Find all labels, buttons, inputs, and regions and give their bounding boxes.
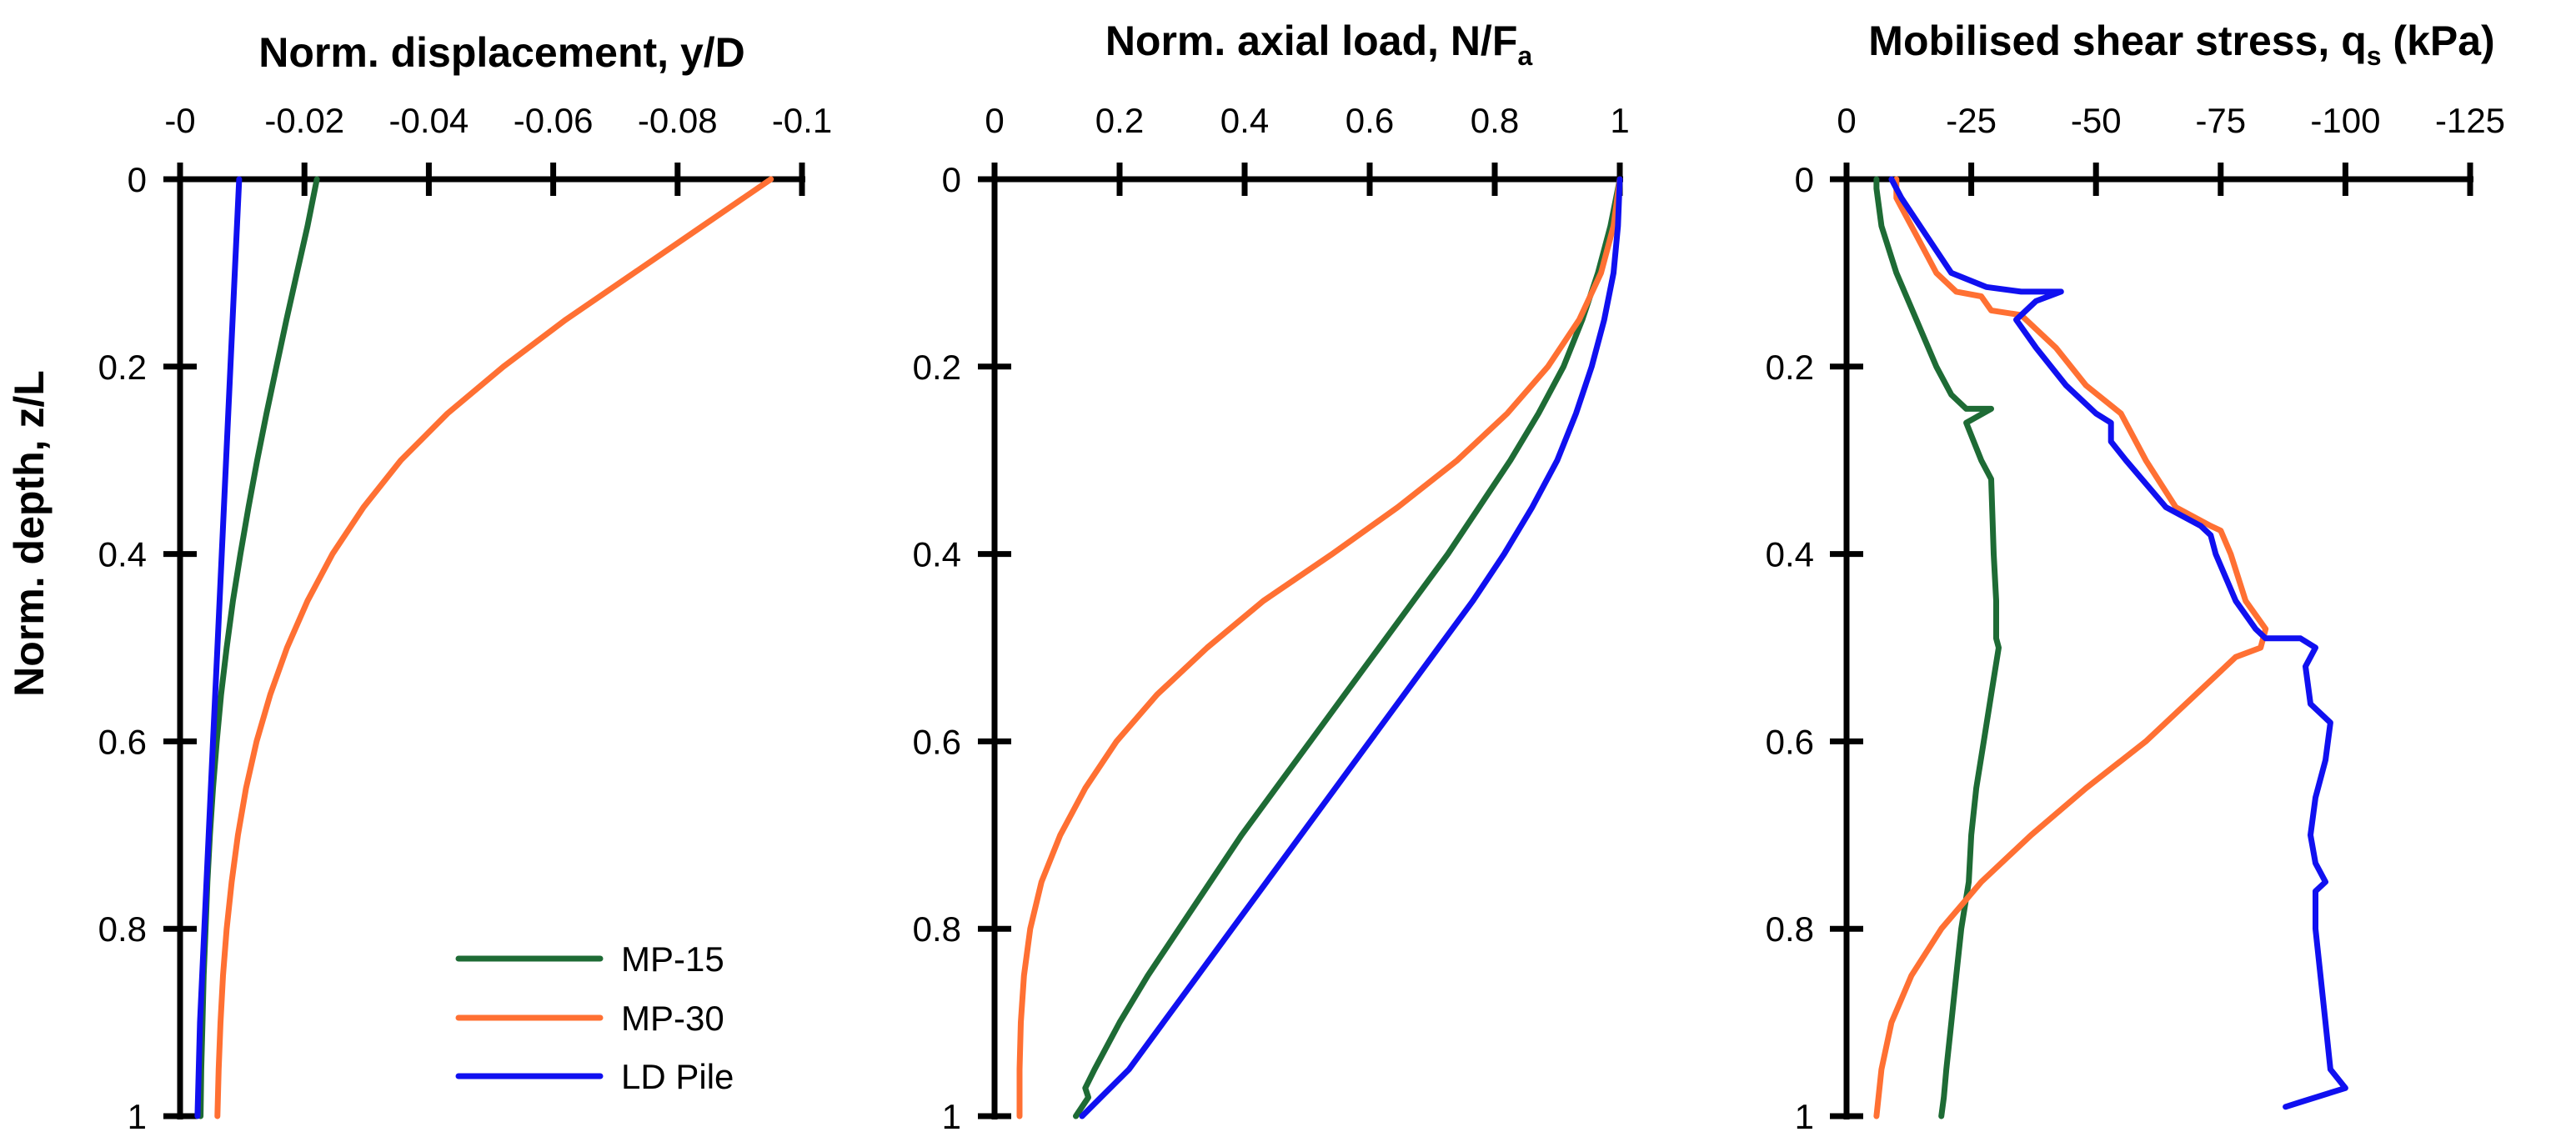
y-tick-label: 0.6 (1766, 722, 1814, 761)
y-tick-label: 0.4 (913, 535, 961, 574)
y-tick-label: 0 (128, 160, 147, 199)
x-tick-label: 1 (1610, 101, 1629, 140)
panel-3-title-suffix: (kPa) (2382, 18, 2495, 64)
x-tick-label: 0 (985, 101, 1004, 140)
y-tick-label: 0.8 (913, 909, 961, 949)
series-line-mp-30 (214, 176, 774, 1119)
panel-displacement: -0 -0.02 -0.04 -0.06 -0.08 -0.1 0 0.2 0.4 0.6 0.8 1 (98, 101, 833, 1136)
series-line-mp-15 (1073, 176, 1623, 1119)
y-tick-label: 1 (942, 1097, 961, 1136)
x-tick-label: -100 (2310, 101, 2380, 140)
legend-label: LD Pile (621, 1057, 734, 1096)
x-tick-label: 0.2 (1095, 101, 1144, 140)
legend: MP-15 MP-30 LD Pile (455, 939, 734, 1096)
y-tick-label: 0.6 (98, 722, 147, 761)
series-line-ld-pile (1079, 176, 1623, 1119)
x-tick-label: -75 (2195, 101, 2246, 140)
series-line-ld-pile (194, 176, 243, 1119)
y-tick-label: 0 (1795, 160, 1814, 199)
series-line-mp-30 (1873, 176, 2269, 1119)
panel-shear-stress: 0 -25 -50 -75 -100 -125 0 0.2 0.4 0.6 0.8 1 (1766, 101, 2505, 1136)
y-tick-label: 0.4 (1766, 535, 1814, 574)
x-tick-label: -0.08 (638, 101, 718, 140)
panel-1-title-text: Norm. displacement, y/D (258, 29, 745, 76)
series-line-mp-15 (1873, 176, 2002, 1119)
x-tick-label: -0.1 (772, 101, 832, 140)
panel-3-title: Mobilised shear stress, qs (kPa) (1868, 18, 2494, 71)
x-tick-label: 0.4 (1220, 101, 1269, 140)
panel-3-title-text: Mobilised shear stress, q (1868, 18, 2366, 64)
y-tick-label: 0.2 (1766, 348, 1814, 387)
x-tick-label: 0.8 (1471, 101, 1519, 140)
x-tick-label: 0.6 (1346, 101, 1394, 140)
x-tick-label: -50 (2071, 101, 2122, 140)
y-tick-label: 0.2 (913, 348, 961, 387)
y-tick-label: 0.4 (98, 535, 147, 574)
y-tick-label: 0.8 (98, 909, 147, 949)
x-tick-label: -125 (2435, 101, 2505, 140)
x-tick-label: -0.02 (264, 101, 344, 140)
panel-1-title: Norm. displacement, y/D (258, 29, 745, 76)
panel-axial-load: 0 0.2 0.4 0.6 0.8 1 0 0.2 0.4 0.6 0.8 1 (913, 101, 1630, 1136)
legend-label: MP-15 (621, 939, 724, 979)
y-tick-label: 0.6 (913, 722, 961, 761)
panel-2-title-subscript: a (1517, 41, 1532, 71)
y-axis-label: Norm. depth, z/L (6, 370, 53, 697)
panel-3-title-subscript: s (2367, 41, 2382, 71)
x-tick-label: 0 (1837, 101, 1856, 140)
legend-label: MP-30 (621, 999, 724, 1038)
y-tick-label: 1 (1795, 1097, 1814, 1136)
y-tick-label: 0.2 (98, 348, 147, 387)
y-tick-label: 0.8 (1766, 909, 1814, 949)
panel-2-title-text: Norm. axial load, N/F (1105, 18, 1518, 64)
x-tick-label: -25 (1946, 101, 1997, 140)
x-tick-label: -0.04 (389, 101, 469, 140)
x-tick-label: -0 (164, 101, 195, 140)
panel-2-title: Norm. axial load, N/Fa (1105, 18, 1533, 71)
series-line-mp-30 (1016, 176, 1623, 1119)
y-tick-label: 1 (128, 1097, 147, 1136)
x-tick-label: -0.06 (514, 101, 594, 140)
series-line-ld-pile (1888, 176, 2348, 1110)
y-tick-label: 0 (942, 160, 961, 199)
